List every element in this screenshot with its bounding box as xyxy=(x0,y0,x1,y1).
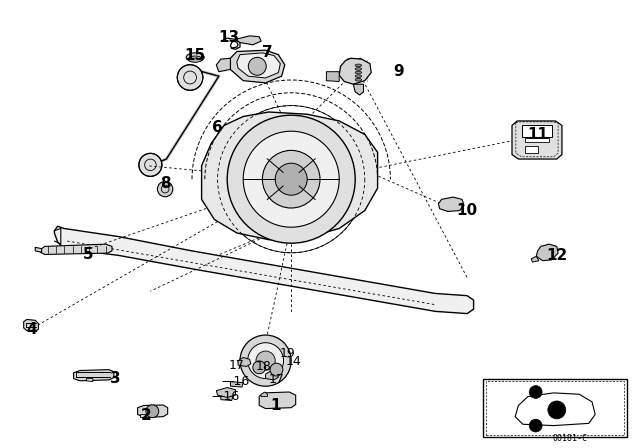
Polygon shape xyxy=(24,319,38,332)
Polygon shape xyxy=(74,370,114,381)
Text: 12: 12 xyxy=(546,248,568,263)
Polygon shape xyxy=(230,50,285,83)
Polygon shape xyxy=(266,371,278,380)
Text: 13: 13 xyxy=(218,30,240,45)
Polygon shape xyxy=(483,379,627,437)
Ellipse shape xyxy=(355,64,362,67)
Text: 10: 10 xyxy=(456,203,478,218)
Text: 19: 19 xyxy=(280,347,296,361)
Circle shape xyxy=(256,351,275,370)
Circle shape xyxy=(270,363,283,376)
Circle shape xyxy=(529,386,542,398)
Circle shape xyxy=(177,65,203,90)
Circle shape xyxy=(262,151,320,208)
Polygon shape xyxy=(512,121,562,159)
Text: 4: 4 xyxy=(27,322,37,337)
Text: 17: 17 xyxy=(269,373,284,387)
Text: 6: 6 xyxy=(212,120,223,135)
Polygon shape xyxy=(221,395,233,401)
Polygon shape xyxy=(54,226,474,314)
Polygon shape xyxy=(216,58,230,72)
Ellipse shape xyxy=(355,78,362,81)
Circle shape xyxy=(548,401,566,419)
Text: 1: 1 xyxy=(270,398,280,413)
Text: —16: —16 xyxy=(211,390,239,403)
Circle shape xyxy=(253,361,266,374)
Polygon shape xyxy=(35,247,42,252)
Polygon shape xyxy=(237,53,280,78)
Polygon shape xyxy=(531,256,539,262)
Text: 7: 7 xyxy=(262,45,273,60)
Text: 3: 3 xyxy=(110,371,120,386)
Circle shape xyxy=(248,57,266,75)
Ellipse shape xyxy=(355,71,362,74)
Text: 18: 18 xyxy=(256,359,271,373)
Circle shape xyxy=(139,153,162,177)
Polygon shape xyxy=(522,125,552,137)
Polygon shape xyxy=(202,112,378,240)
Polygon shape xyxy=(353,84,364,95)
Polygon shape xyxy=(216,388,236,397)
Circle shape xyxy=(529,419,542,432)
Polygon shape xyxy=(236,36,261,45)
Text: 5: 5 xyxy=(83,247,93,262)
Text: —16: —16 xyxy=(221,375,250,388)
Polygon shape xyxy=(339,58,371,84)
Polygon shape xyxy=(438,197,464,211)
Text: 2: 2 xyxy=(141,408,151,423)
Text: 17: 17 xyxy=(229,358,244,372)
Text: 14: 14 xyxy=(285,355,301,368)
Circle shape xyxy=(227,115,355,243)
Polygon shape xyxy=(238,358,251,366)
Circle shape xyxy=(157,181,173,197)
Polygon shape xyxy=(86,379,93,382)
Ellipse shape xyxy=(188,56,202,62)
Polygon shape xyxy=(230,382,243,387)
Ellipse shape xyxy=(355,75,362,78)
Ellipse shape xyxy=(186,53,204,62)
Circle shape xyxy=(275,163,307,195)
Polygon shape xyxy=(40,244,112,254)
Polygon shape xyxy=(261,392,268,396)
Text: 9: 9 xyxy=(393,64,403,79)
Text: 15: 15 xyxy=(184,48,206,63)
Circle shape xyxy=(243,131,339,227)
Polygon shape xyxy=(326,72,339,82)
Circle shape xyxy=(248,343,284,379)
Polygon shape xyxy=(140,414,146,417)
Circle shape xyxy=(240,335,291,386)
Ellipse shape xyxy=(355,68,362,70)
Text: 00181-C: 00181-C xyxy=(552,434,587,443)
Polygon shape xyxy=(259,392,296,409)
Circle shape xyxy=(146,405,159,418)
Polygon shape xyxy=(525,138,549,142)
Polygon shape xyxy=(525,146,538,153)
Text: 8: 8 xyxy=(160,176,170,191)
Text: 11: 11 xyxy=(527,127,548,142)
Polygon shape xyxy=(536,244,558,261)
Polygon shape xyxy=(138,405,168,418)
